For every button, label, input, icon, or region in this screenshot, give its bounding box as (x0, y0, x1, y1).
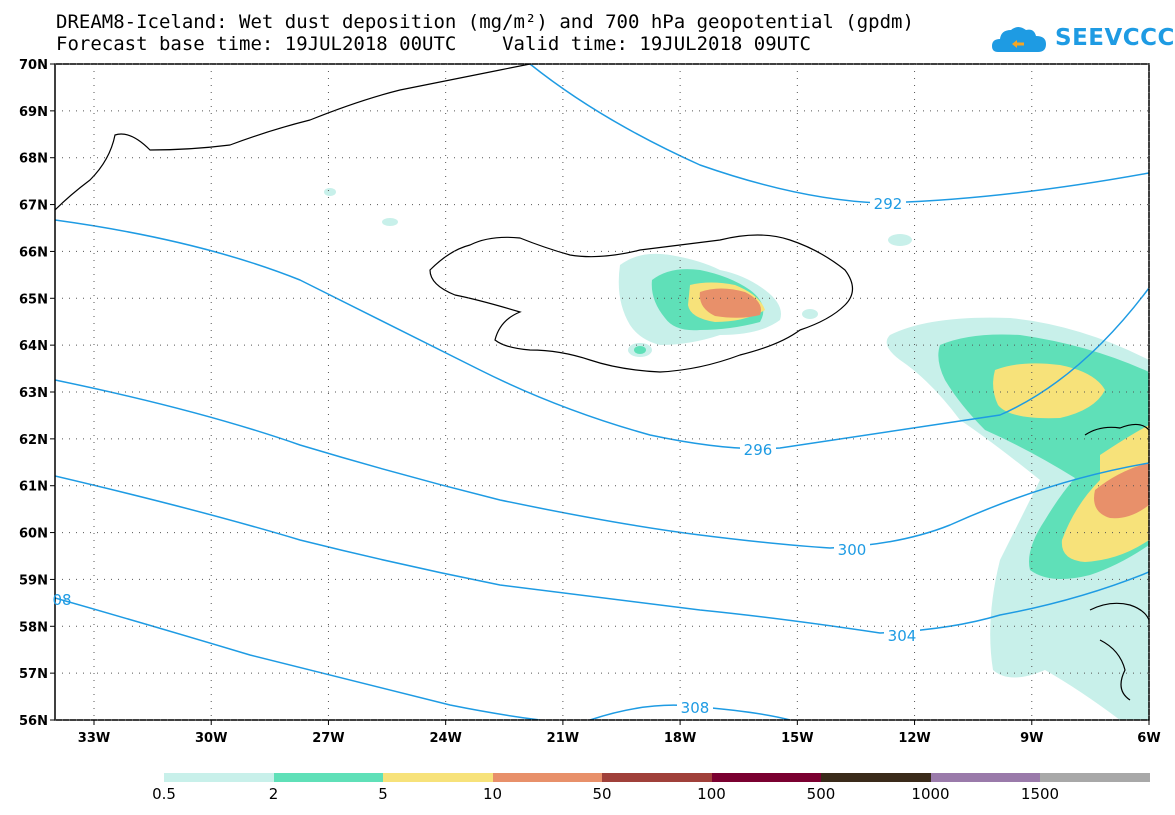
colorbar-swatch (930, 773, 1040, 782)
colorbar-swatch (273, 773, 383, 782)
latitude-label: 65N (19, 292, 48, 307)
contour-label-background (870, 197, 906, 213)
geopotential-contours (55, 64, 1149, 720)
colorbar-level-label: 10 (482, 785, 503, 803)
contour-labels: 292 296 300 304 308 08 (52, 195, 920, 717)
latitude-label: 60N (19, 527, 48, 542)
latitude-label: 69N (19, 105, 48, 120)
latitude-label: 61N (19, 480, 48, 495)
longitude-label: 27W (312, 731, 344, 746)
contour-label: 300 (838, 541, 867, 559)
map-subtitle: Forecast base time: 19JUL2018 00UTC Vali… (56, 33, 811, 55)
latitude-label: 70N (19, 58, 48, 73)
latitude-label: 68N (19, 152, 48, 167)
colorbar-level-label: 2 (268, 785, 279, 803)
contour-label: 08 (52, 591, 71, 609)
latitude-label: 56N (19, 714, 48, 729)
latitude-label: 58N (19, 620, 48, 635)
colorbar-swatch (164, 773, 274, 782)
colorbar-level-label: 1500 (1020, 785, 1060, 803)
contour-label-background (884, 629, 920, 645)
latitude-label: 59N (19, 573, 48, 588)
colorbar-swatch (711, 773, 821, 782)
colorbar-swatch (821, 773, 931, 782)
longitude-label: 21W (547, 731, 579, 746)
dust-deposition-fill (324, 188, 1149, 720)
contour-label: 292 (874, 195, 903, 213)
latitude-label: 66N (19, 245, 48, 260)
colorbar-level-label: 1000 (911, 785, 950, 803)
map-title: DREAM8-Iceland: Wet dust deposition (mg/… (56, 11, 914, 33)
coastlines (55, 64, 1149, 701)
contour-label-background (834, 543, 870, 559)
longitude-label: 9W (1020, 731, 1043, 746)
longitude-label: 24W (429, 731, 461, 746)
colorbar-level-label: 50 (592, 785, 612, 803)
colorbar-swatch (492, 773, 602, 782)
colorbar-level-label: 100 (697, 785, 726, 803)
latitude-label: 67N (19, 199, 48, 214)
longitude-axis: 33W 30W 27W 24W 21W 18W 15W 12W 9W 6W (78, 720, 1161, 746)
longitude-label: 30W (195, 731, 227, 746)
latitude-label: 62N (19, 433, 48, 448)
colorbar-swatch (383, 773, 493, 782)
longitude-label: 12W (898, 731, 930, 746)
longitude-label: 18W (664, 731, 696, 746)
contour-label: 304 (888, 627, 917, 645)
longitude-label: 15W (781, 731, 813, 746)
contour-label: 308 (681, 699, 710, 717)
colorbar-swatch (1040, 773, 1150, 782)
latitude-label: 57N (19, 667, 48, 682)
latitude-axis: 70N 69N 68N 67N 66N 65N 64N 63N 62N 61N 60N 59N 58N 5… (19, 58, 55, 729)
latitude-label: 63N (19, 386, 48, 401)
cloud-icon (992, 27, 1046, 52)
latitude-label: 64N (19, 339, 48, 354)
contour-label-background (677, 701, 713, 717)
contour-label-background (740, 443, 776, 459)
logo-text: SEEVCCC (1055, 25, 1175, 51)
colorbar-swatch (602, 773, 712, 782)
colorbar-level-label: 500 (806, 785, 836, 803)
longitude-label: 33W (78, 731, 110, 746)
longitude-label: 6W (1137, 731, 1160, 746)
colorbar-level-label: 0.5 (152, 785, 176, 803)
contour-label: 296 (744, 441, 773, 459)
colorbar-level-label: 5 (378, 785, 388, 803)
plot-area (55, 64, 1149, 720)
graticule (55, 63, 1150, 721)
